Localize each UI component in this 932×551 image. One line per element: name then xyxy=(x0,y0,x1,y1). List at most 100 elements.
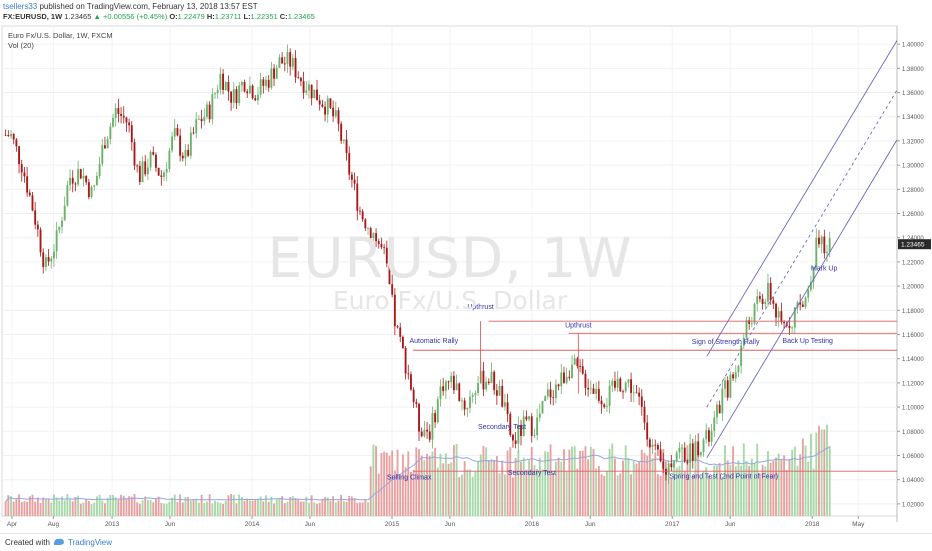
volume-bar xyxy=(310,495,313,516)
volume-bar xyxy=(383,451,386,516)
candle-body xyxy=(694,441,697,461)
tradingview-brand-link[interactable]: TradingView xyxy=(68,538,113,547)
candle-body xyxy=(369,228,372,239)
candle-body xyxy=(670,463,673,468)
volume-bar xyxy=(248,500,251,516)
candle-body xyxy=(372,233,375,239)
publish-header: tsellers33 published on TradingView.com,… xyxy=(0,0,932,24)
candle-body xyxy=(734,372,737,379)
volume-bar xyxy=(20,502,23,516)
candle-body xyxy=(353,179,356,184)
candle-body xyxy=(310,84,313,99)
candle-body xyxy=(616,378,619,388)
candle-body xyxy=(128,122,131,126)
ohlc-line: FX:EURUSD, 1W 1.23465 ▲ +0.00556 (+0.45%… xyxy=(3,12,315,21)
candle-body xyxy=(619,378,622,392)
candle-body xyxy=(589,388,592,390)
volume-bar xyxy=(823,429,826,516)
candle-body xyxy=(584,373,587,388)
volume-bar xyxy=(603,475,606,516)
published-text: published on TradingView.com, February 1… xyxy=(39,2,258,11)
volume-bar xyxy=(179,494,182,516)
annotation-label: Upthrust xyxy=(565,322,592,329)
channel-midline xyxy=(706,89,898,408)
volume-bar xyxy=(418,449,420,516)
x-tick-label: Jun xyxy=(305,521,316,528)
volume-bar xyxy=(71,501,74,516)
candle-body xyxy=(595,388,598,394)
volume-bar xyxy=(455,443,458,516)
volume-bar xyxy=(189,500,192,516)
candle-body xyxy=(155,154,157,168)
volume-bar xyxy=(353,498,356,516)
volume-bar xyxy=(656,474,659,516)
candle-body xyxy=(662,461,665,469)
candle-body xyxy=(428,431,431,440)
candle-body xyxy=(61,220,63,227)
volume-bar xyxy=(592,449,595,516)
volume-bar xyxy=(493,459,496,516)
candle-body xyxy=(651,444,654,447)
volume-bar xyxy=(112,495,114,516)
candle-body xyxy=(77,169,80,185)
volume-bar xyxy=(316,503,318,516)
candle-body xyxy=(565,376,568,383)
candle-body xyxy=(211,94,214,120)
candle-body xyxy=(356,183,359,211)
volume-bar xyxy=(157,496,160,516)
x-tick-label: Jun xyxy=(445,521,456,528)
candle-body xyxy=(638,392,641,397)
annotation-label: Selling Climax xyxy=(387,475,432,482)
candle-body xyxy=(597,388,600,401)
candle-body xyxy=(737,365,740,373)
candle-body xyxy=(345,139,348,154)
candle-body xyxy=(265,79,267,86)
volume-bar xyxy=(289,497,292,516)
volume-bar xyxy=(764,466,767,516)
candle-body xyxy=(112,117,114,127)
high-value: 1.23711 xyxy=(214,12,242,21)
candle-body xyxy=(627,379,630,383)
candle-body xyxy=(332,107,335,117)
volume-bar xyxy=(39,503,42,516)
volume-bar xyxy=(23,501,26,516)
x-tick-label: 2014 xyxy=(245,521,260,528)
volume-bar xyxy=(340,494,343,516)
volume-bar xyxy=(160,502,163,516)
candle-body xyxy=(791,327,794,329)
volume-bar xyxy=(423,460,426,516)
volume-bar xyxy=(63,500,66,516)
y-tick-label: 1.40000 xyxy=(902,43,924,49)
candle-body xyxy=(498,385,501,396)
volume-bar xyxy=(364,499,367,516)
candle-body xyxy=(55,230,58,252)
volume-bar xyxy=(689,453,692,516)
volume-bar xyxy=(791,449,794,516)
candle-body xyxy=(224,81,227,90)
candle-body xyxy=(157,167,160,176)
candle-body xyxy=(503,402,506,407)
y-tick-label: 1.08000 xyxy=(902,430,924,436)
author-link[interactable]: tsellers33 xyxy=(3,2,38,11)
volume-bar xyxy=(439,453,442,516)
volume-bar xyxy=(450,462,453,516)
candle-body xyxy=(533,435,536,436)
candle-body xyxy=(546,389,549,397)
volume-bar xyxy=(734,466,737,516)
volume-bar xyxy=(627,457,630,516)
volume-bar xyxy=(434,447,437,516)
candle-body xyxy=(254,98,257,101)
candle-body xyxy=(342,139,345,141)
volume-bar xyxy=(428,455,431,516)
candle-body xyxy=(133,142,136,166)
volume-bar xyxy=(554,461,557,516)
footer: Created with TradingView xyxy=(0,533,932,551)
candle-body xyxy=(541,401,544,414)
volume-bar xyxy=(243,500,246,516)
volume-bar xyxy=(305,496,308,516)
volume-bar xyxy=(324,497,327,516)
candle-body xyxy=(375,233,378,242)
candle-body xyxy=(44,257,47,267)
candle-body xyxy=(764,301,767,305)
